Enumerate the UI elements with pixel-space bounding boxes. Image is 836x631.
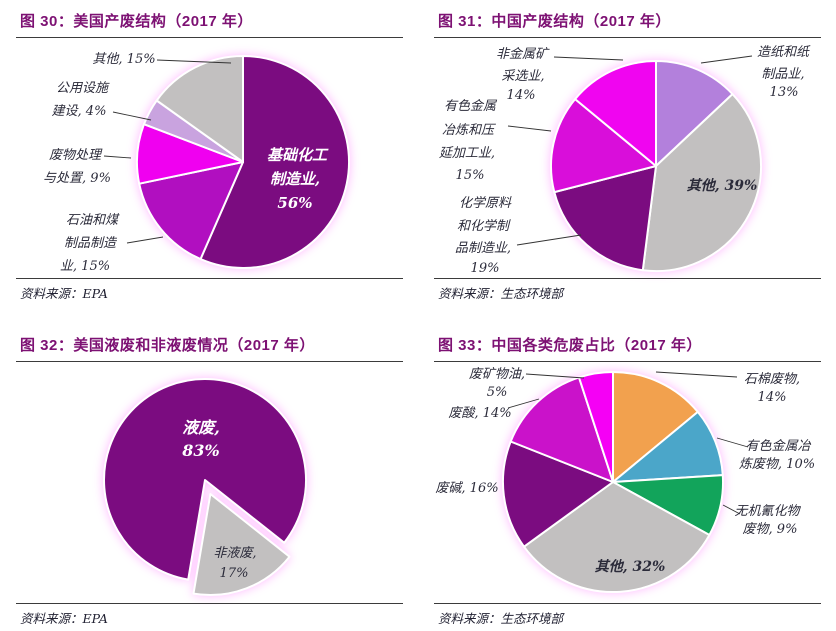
figure-33-title: 图 33：中国各类危废占比（2017 年） [438, 337, 702, 354]
slice-label: 化学原料和化学制品制造业, 19% [455, 195, 512, 276]
figure-33-source-rule [434, 603, 821, 604]
pie-slices [135, 55, 350, 269]
figure-33-source: 资料来源：生态环境部 [438, 611, 564, 626]
figure-30-title-rule [16, 37, 403, 38]
pie-slice-4 [501, 440, 614, 548]
label-leader-line [525, 373, 585, 379]
figure-31-panel: 图 31：中国产废结构（2017 年） 非金属矿采选业, 14% 造纸和纸制品业, 1… [418, 0, 836, 315]
label-leader-line [722, 504, 741, 515]
pie-slice-4 [574, 60, 657, 167]
pie-slice-3 [143, 99, 244, 163]
pie-slice-6 [578, 371, 614, 483]
label-leader-line [655, 371, 738, 378]
label-leader-line [516, 234, 582, 246]
pie-slice-0 [612, 371, 699, 483]
pie-slice-5 [509, 376, 614, 483]
label-leader-line [103, 155, 132, 159]
figure-30-panel: 图 30：美国产废结构（2017 年） 基础化工制造业, 56% 其他, 15% 公用… [0, 0, 418, 315]
slice-label: 石油和煤制品制造业, 15% [60, 213, 120, 274]
pie-slices [501, 371, 725, 594]
slice-label: 非金属矿采选业, 14% [496, 46, 550, 103]
pie-slice-3 [523, 481, 711, 594]
pie-slices [550, 60, 762, 272]
figure-32-title-rule [16, 361, 403, 362]
pie-slice-1 [138, 161, 244, 261]
label-leader-line [156, 59, 232, 64]
pie-slice-1 [192, 493, 291, 597]
figure-32-source-rule [16, 603, 403, 604]
slice-label: 非液废, 17% [213, 546, 256, 581]
figure-32-panel: 图 32：美国液废和非液废情况（2017 年） 液废, 83% 非液废, 17% 资料… [0, 316, 418, 631]
pie-slice-2 [135, 123, 244, 185]
figure-30-source: 资料来源：EPA [20, 286, 108, 301]
label-leader-line [126, 236, 164, 244]
slice-label: 废矿物油, 5% [469, 367, 525, 400]
figure-33-pie-chart: 废矿物油, 5% 废酸, 14% 废碱, 16% 石棉废物, 14% 有色金属冶炼废物, 1… [435, 367, 815, 594]
pie-slice-0 [655, 60, 734, 167]
figure-30-title: 图 30：美国产废结构（2017 年） [20, 13, 253, 30]
figure-31-pie-chart: 非金属矿采选业, 14% 造纸和纸制品业, 13% 其他, 39% 有色金属冶炼和压延加工… [439, 45, 811, 276]
figure-32-pie-chart: 液废, 83% 非液废, 17% [103, 378, 308, 597]
slice-label: 废酸, 14% [448, 406, 511, 421]
label-leader-line [112, 111, 152, 121]
figure-30-pie-chart: 基础化工制造业, 56% 其他, 15% 公用设施建设, 4% 废物处理与处置, 9% 石… [43, 52, 350, 274]
slice-label: 液废, 83% [181, 418, 220, 460]
label-leader-line [507, 125, 552, 132]
slice-label: 其他, 39% [687, 177, 758, 194]
slice-label: 无机氰化物废物, 9% [734, 504, 801, 537]
pie-slice-1 [641, 93, 762, 272]
slice-label: 基础化工制造业, 56% [267, 146, 329, 212]
pie-slice-0 [103, 378, 308, 581]
figure-31-source: 资料来源：生态环境部 [438, 286, 564, 301]
slice-label: 废物处理与处置, 9% [43, 148, 111, 186]
figure-33-panel: 图 33：中国各类危废占比（2017 年） 废矿物油, 5% 废酸, 14% 废碱, … [418, 316, 836, 631]
slice-label: 其他, 15% [92, 52, 155, 67]
pie-slice-2 [553, 165, 657, 272]
pie-slice-1 [612, 410, 724, 483]
label-leader-line [553, 56, 624, 61]
label-leader-line [716, 437, 749, 448]
pie-slice-2 [612, 474, 725, 536]
slice-label: 废碱, 16% [435, 481, 498, 496]
slice-label: 石棉废物, 14% [744, 372, 800, 405]
figure-31-source-rule [434, 278, 821, 279]
pie-slice-4 [155, 55, 244, 163]
figure-31-title-rule [434, 37, 821, 38]
figure-33-title-rule [434, 361, 821, 362]
slice-label: 公用设施建设, 4% [52, 81, 110, 119]
label-leader-line [507, 398, 540, 409]
figure-31-title: 图 31：中国产废结构（2017 年） [438, 13, 671, 30]
pie-slice-3 [550, 98, 657, 194]
label-leader-line [700, 55, 753, 64]
figure-32-source: 资料来源：EPA [20, 611, 108, 626]
slice-label: 其他, 32% [595, 558, 666, 575]
pie-slices [103, 378, 308, 597]
pie-slice-0 [199, 55, 350, 269]
slice-label: 造纸和纸制品业, 13% [757, 45, 811, 100]
slice-label: 有色金属冶炼和压延加工业, 15% [439, 98, 498, 183]
figure-30-source-rule [16, 278, 403, 279]
slice-label: 有色金属冶炼废物, 10% [739, 438, 815, 472]
figure-32-title: 图 32：美国液废和非液废情况（2017 年） [20, 337, 315, 354]
